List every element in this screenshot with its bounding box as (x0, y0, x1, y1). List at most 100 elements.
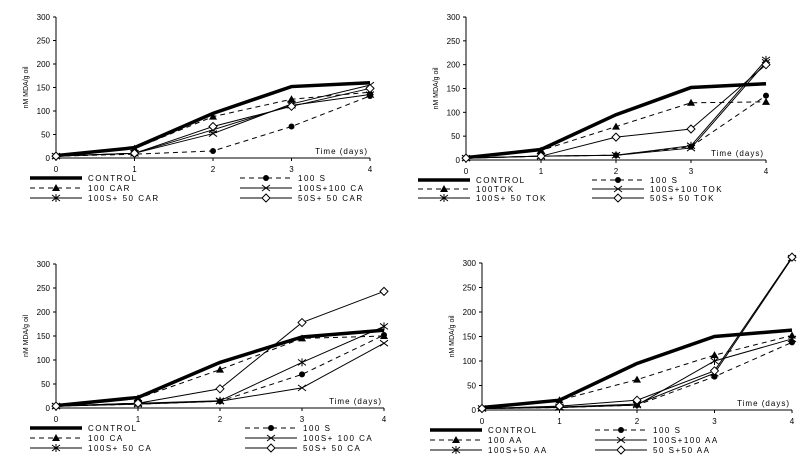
x-tick-label: 1 (557, 417, 562, 426)
legend-marker (52, 184, 60, 191)
legend-label: 100S+100 CA (298, 184, 365, 193)
series-diamond (51, 286, 389, 411)
y-tick-label: 200 (463, 308, 477, 317)
y-tick-label: 100 (463, 357, 477, 366)
series-star (461, 55, 771, 163)
y-tick-label: 50 (41, 131, 50, 140)
data-point (711, 373, 718, 380)
series-line (55, 328, 385, 408)
y-tick-label: 150 (37, 84, 51, 93)
legend-label: 50 S+50 AA (653, 446, 710, 455)
data-point (762, 97, 770, 105)
data-point (554, 401, 565, 411)
x-tick-label: 2 (218, 415, 223, 424)
legend-label: 50S+ 50 TOK (650, 194, 715, 203)
legend-item: 100S+100 CA (240, 184, 365, 193)
y-tick-label: 250 (37, 284, 51, 293)
legend-label: 100 S (298, 174, 326, 183)
legend-marker (51, 444, 61, 452)
legend-item: 100S+100 TOK (592, 185, 723, 194)
legend-label: 100S+100 TOK (650, 185, 723, 194)
legend-label: 100S+ 50 CA (88, 444, 152, 453)
series-diamond (51, 83, 375, 161)
x-tick-label: 4 (764, 167, 769, 176)
y-tick-label: 50 (451, 132, 460, 141)
data-point (477, 403, 487, 414)
y-tick-label: 250 (447, 37, 461, 46)
legend-item: 100S+ 50 CA (30, 444, 152, 453)
legend-label: 100 S (653, 426, 681, 435)
data-point (537, 146, 545, 154)
data-point (216, 365, 224, 373)
legend-marker (266, 434, 276, 442)
y-tick-label: 0 (46, 404, 51, 413)
data-point (687, 98, 695, 106)
series-line (55, 335, 385, 407)
series-line (465, 95, 767, 159)
legend-label: CONTROL (488, 426, 538, 435)
y-axis-label: nM MDA/g oil (433, 67, 440, 109)
data-point (379, 286, 389, 297)
legend-marker (52, 434, 60, 441)
x-axis-label: Time (days) (329, 397, 382, 406)
legend-item: 100S+ 100 CA (245, 434, 373, 443)
data-point (379, 339, 389, 347)
x-tick-label: 3 (289, 165, 294, 174)
legend-item: 100TOK (418, 185, 513, 194)
series-x (461, 58, 771, 162)
legend-label: 100S+100 AA (653, 436, 719, 445)
y-tick-label: 100 (447, 108, 461, 117)
legend-label: 100 S (650, 176, 678, 185)
legend-item: 100 S (240, 174, 326, 183)
y-tick-label: 250 (37, 37, 51, 46)
legend-label: 100S+ 100 CA (303, 434, 373, 443)
series-control (465, 81, 767, 160)
legend-item: 50S+ 50 TOK (592, 193, 715, 203)
y-axis-label: nM MDA/g oil (23, 315, 30, 357)
data-point (286, 101, 297, 112)
data-point (210, 147, 216, 154)
legend-marker (261, 193, 271, 203)
data-point (710, 357, 719, 365)
y-tick-label: 150 (463, 333, 477, 342)
data-point (288, 123, 295, 130)
data-point (297, 358, 307, 367)
series-diamond (477, 252, 797, 414)
legend-label: 100 S (303, 424, 331, 433)
legend-marker (261, 184, 271, 192)
data-point (134, 394, 142, 402)
data-point (632, 395, 642, 405)
y-tick-label: 50 (41, 380, 50, 389)
legend-item: 100 S (595, 426, 681, 435)
x-tick-label: 3 (712, 417, 717, 426)
legend-marker (618, 427, 624, 433)
legend-marker (451, 446, 461, 454)
x-tick-label: 1 (132, 165, 137, 174)
legend-marker (266, 443, 276, 453)
x-tick-label: 2 (635, 417, 640, 426)
x-axis-label: Time (days) (711, 149, 764, 158)
data-point (297, 317, 307, 328)
legend-label: 50S+ 50 CA (303, 444, 361, 453)
legend-marker (268, 425, 274, 431)
data-point (51, 401, 61, 411)
y-tick-label: 300 (463, 259, 477, 268)
series-control (55, 328, 385, 408)
legend-marker (439, 194, 449, 202)
data-point (379, 322, 389, 331)
y-tick-label: 200 (37, 308, 51, 317)
legend-label: 100 CAR (88, 184, 131, 193)
y-axis-label: nM MDA/g oil (23, 66, 30, 108)
legend-label: CONTROL (88, 174, 138, 183)
data-point (710, 351, 719, 359)
legend-label: 100S+ 50 TOK (476, 194, 547, 203)
x-tick-label: 4 (382, 415, 387, 424)
legend-marker (263, 175, 269, 181)
y-tick-label: 100 (37, 356, 51, 365)
y-tick-label: 300 (447, 13, 461, 22)
chart-panel-tok: 0 50 100 150 200 250 300 0 1 2 3 4 nM MDA/g oil Time … (418, 13, 771, 203)
legend-label: CONTROL (88, 424, 138, 433)
legend-item: CONTROL (430, 426, 538, 435)
series-line (481, 335, 793, 409)
